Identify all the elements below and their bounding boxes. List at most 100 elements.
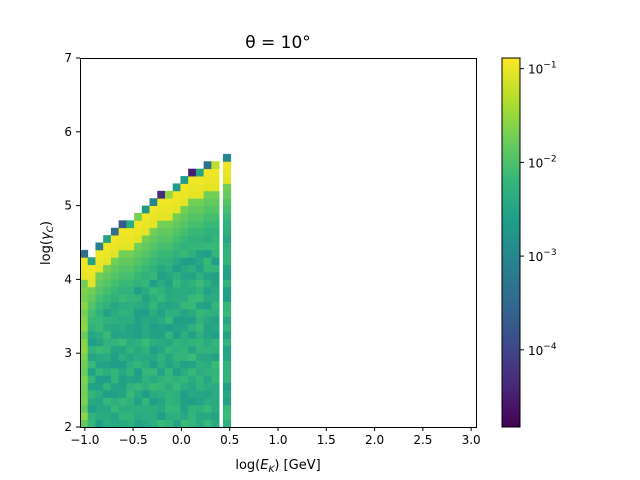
heatmap-cell: [95, 294, 104, 302]
heatmap-cell: [172, 375, 181, 384]
heatmap-cell: [141, 316, 150, 325]
heatmap-cell: [180, 264, 189, 273]
heatmap-cell: [134, 345, 143, 354]
heatmap-cell: [118, 331, 127, 339]
heatmap-cell: [222, 390, 232, 398]
heatmap-cell: [134, 257, 143, 266]
heatmap-cell: [141, 279, 150, 288]
heatmap-cell: [141, 257, 150, 266]
heatmap-cell: [95, 323, 104, 332]
heatmap-cell: [172, 227, 181, 236]
heatmap-cell: [134, 242, 143, 251]
heatmap-cell: [195, 198, 205, 206]
heatmap-cell: [195, 419, 205, 428]
heatmap-cell: [126, 375, 135, 384]
heatmap-cell: [157, 294, 166, 302]
heatmap-cell: [95, 249, 104, 258]
heatmap-cell: [180, 220, 189, 229]
heatmap-cell: [126, 308, 135, 317]
heatmap-cell: [165, 190, 174, 199]
colorbar-tick-exponent: −1: [543, 61, 556, 71]
heatmap-cell: [157, 316, 166, 325]
heatmap-cell: [141, 308, 150, 317]
heatmap-cell: [118, 279, 127, 288]
heatmap-cell: [172, 316, 181, 325]
heatmap-cell: [188, 212, 197, 221]
heatmap-cell: [157, 367, 166, 376]
colorbar-tick-label: 10−3: [528, 248, 557, 264]
heatmap-cell: [134, 279, 143, 288]
heatmap-cell: [95, 419, 104, 428]
heatmap-cell: [126, 331, 135, 339]
x-tick-label: −1.0: [70, 433, 99, 447]
heatmap-cell: [87, 308, 96, 317]
heatmap-cell: [103, 286, 112, 295]
colorbar-tick-exponent: −2: [543, 154, 556, 164]
heatmap-cell: [149, 338, 158, 347]
heatmap-cell: [157, 308, 166, 317]
heatmap-cell: [195, 412, 205, 421]
heatmap-cell: [87, 323, 96, 332]
heatmap-cell: [87, 360, 96, 369]
heatmap-cell: [211, 227, 220, 236]
heatmap-cell: [141, 249, 150, 258]
heatmap-cell: [203, 375, 212, 384]
heatmap-cell: [141, 360, 150, 369]
heatmap-cell: [87, 286, 96, 295]
heatmap-cell: [134, 249, 143, 258]
heatmap-cell: [118, 249, 127, 258]
colorbar-tick-label: 10−2: [528, 154, 557, 170]
heatmap-cell: [80, 419, 89, 428]
heatmap-cell: [118, 360, 127, 369]
heatmap-cell: [80, 404, 89, 413]
heatmap-cell: [103, 331, 112, 339]
heatmap-cell: [188, 220, 197, 229]
heatmap-cell: [211, 367, 220, 376]
heatmap-cell: [103, 242, 112, 251]
heatmap-cell: [95, 272, 104, 280]
heatmap-cell: [203, 212, 212, 221]
heatmap-cell: [95, 286, 104, 295]
heatmap-cell: [149, 249, 158, 258]
heatmap-cell: [165, 286, 174, 295]
heatmap-cell: [95, 308, 104, 317]
heatmap-cell: [172, 353, 181, 361]
heatmap-cell: [195, 308, 205, 317]
heatmap-cell: [118, 404, 127, 413]
heatmap-cell: [222, 220, 232, 229]
heatmap-cell: [134, 212, 143, 221]
heatmap-cell: [126, 404, 135, 413]
heatmap-cell: [126, 272, 135, 280]
heatmap-cell: [211, 375, 220, 384]
heatmap-cell: [211, 301, 220, 310]
heatmap-cell: [211, 235, 220, 243]
heatmap-cell: [203, 301, 212, 310]
heatmap-cell: [80, 412, 89, 421]
heatmap-cell: [188, 323, 197, 332]
heatmap-cell: [222, 397, 232, 406]
heatmap-cell: [180, 279, 189, 288]
heatmap-cell: [180, 286, 189, 295]
heatmap-cell: [141, 338, 150, 347]
heatmap-cell: [80, 397, 89, 406]
colorbar-tick-exponent: −3: [543, 248, 556, 258]
heatmap-cell: [126, 286, 135, 295]
heatmap-cell: [141, 345, 150, 354]
colorbar-tick-label: 10−4: [528, 342, 557, 358]
heatmap-cell: [141, 331, 150, 339]
y-tick-label: 4: [64, 272, 72, 286]
heatmap-cell: [134, 227, 143, 236]
heatmap-cell: [149, 294, 158, 302]
heatmap-cell: [126, 235, 135, 243]
heatmap-cell: [188, 235, 197, 243]
heatmap-cell: [110, 301, 120, 310]
heatmap-cell: [222, 153, 232, 162]
heatmap-cell: [165, 360, 174, 369]
heatmap-cell: [87, 382, 96, 391]
heatmap-cell: [80, 286, 89, 295]
heatmap-cell: [103, 345, 112, 354]
heatmap-cell: [103, 397, 112, 406]
heatmap-cell: [195, 176, 205, 184]
heatmap-cell: [222, 249, 232, 258]
heatmap-cell: [203, 235, 212, 243]
